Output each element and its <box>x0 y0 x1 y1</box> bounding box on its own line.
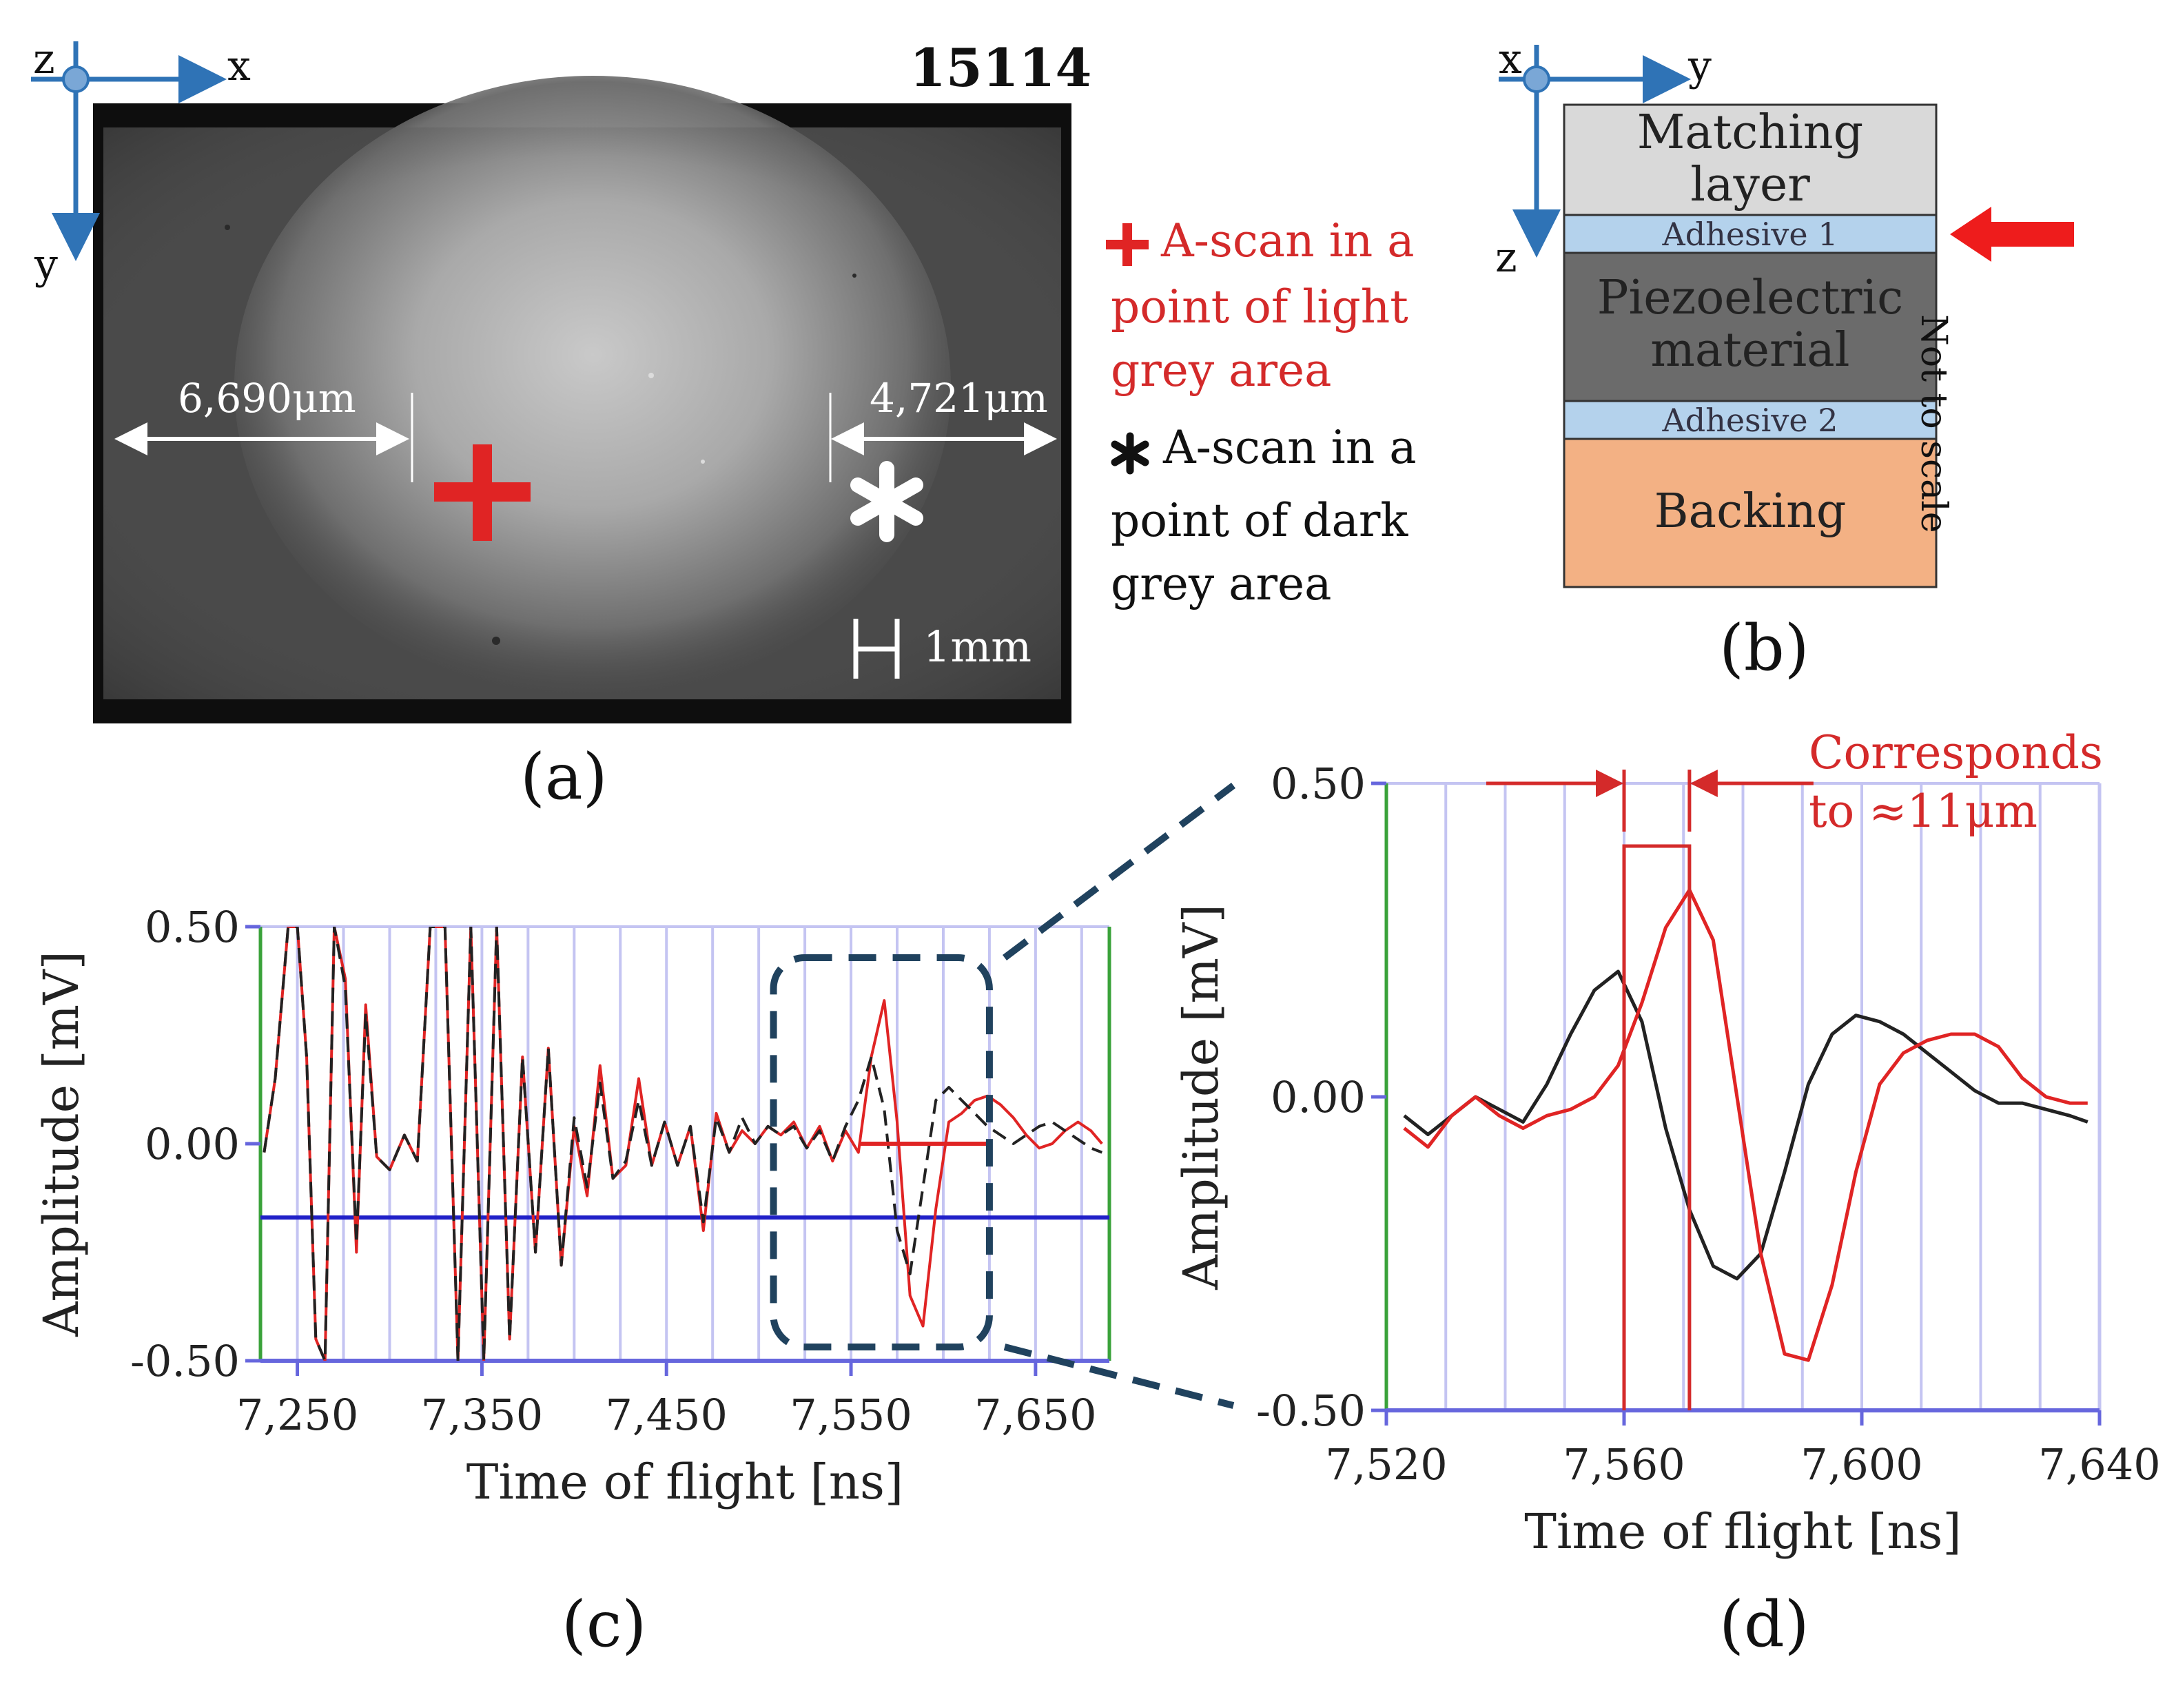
x-tick-label: 7,520 <box>1325 1439 1448 1490</box>
backing-layer <box>1563 438 1938 588</box>
axis-label-y: y <box>34 240 58 289</box>
piezo-label-2: material <box>1650 323 1850 378</box>
scale-bar-label: 1mm <box>923 621 1032 672</box>
x-tick-label: 7,650 <box>974 1390 1097 1440</box>
zoom-box <box>770 954 993 1350</box>
x-axis-label: Time of flight [ns] <box>1524 1503 1961 1560</box>
time-window <box>1622 844 1692 1410</box>
plus-marker <box>434 444 531 541</box>
chart-c: 0.50 0.00 -0.507,250 7,350 7,450 7,550 7,650 Ti… <box>33 902 1111 1510</box>
axis-label-x: x <box>227 42 251 90</box>
x-tick-label: 7,350 <box>421 1390 544 1440</box>
x-tick-label: 7,640 <box>2038 1439 2161 1490</box>
panel-a <box>31 41 1149 723</box>
asterisk-marker <box>850 461 923 542</box>
x-tick-label: 7,600 <box>1800 1439 1923 1490</box>
y-tick-label: 0.00 <box>145 1119 240 1169</box>
axis-label-z: z <box>33 35 55 83</box>
x-tick-label: 7,560 <box>1563 1439 1685 1490</box>
legend-dark-line-1: A-scan in a <box>1163 421 1417 474</box>
panel-d-label: (d) <box>1719 1587 1809 1661</box>
piezo-layer-label: Piezoelectric material <box>1564 271 1936 378</box>
panel-c-label: (c) <box>562 1587 647 1661</box>
matching-layer-label: Matching layer <box>1564 105 1936 213</box>
y-tick-label: -0.50 <box>130 1336 240 1386</box>
legend-light-line-1: A-scan in a <box>1161 214 1415 267</box>
backing-layer-label: Backing <box>1654 484 1847 539</box>
plot-area <box>260 927 1109 1361</box>
not-to-scale-note: Not to scale <box>1912 314 1954 533</box>
y-axis-label: Amplitude [mV] <box>33 951 90 1337</box>
legend-dark-line-3: grey area <box>1111 557 1332 610</box>
axis-label-y-b: y <box>1688 42 1712 90</box>
panel-a-label: (a) <box>520 740 608 814</box>
piezo-label-1: Piezoelectric <box>1597 271 1904 325</box>
annotation-line-1: Corresponds <box>1809 726 2103 779</box>
z-axis-point <box>62 65 90 93</box>
y-tick-label: 0.50 <box>1271 759 1366 809</box>
y-tick-label: 0.00 <box>1271 1072 1366 1122</box>
adhesive-1-label: Adhesive 1 <box>1662 216 1838 253</box>
dim-left-label: 6,690μm <box>178 375 356 422</box>
y-tick-label: 0.50 <box>145 902 240 952</box>
x-tick-label: 7,250 <box>236 1390 359 1440</box>
series-line-light-grey-area <box>1403 888 2088 1362</box>
x-axis-point-b <box>1523 65 1550 93</box>
dim-right-label: 4,721μm <box>870 375 1048 422</box>
legend-light-line-3: grey area <box>1111 344 1332 397</box>
scan-vignette <box>103 127 1061 699</box>
scale-bar <box>853 619 900 679</box>
adhesive-1-layer <box>1563 214 1938 254</box>
xy-axes <box>31 41 227 261</box>
matching-label-2: layer <box>1690 158 1810 213</box>
panel-b <box>1499 45 2074 588</box>
series-line-dark-grey-area <box>263 927 1103 1361</box>
x-tick-label: 7,550 <box>790 1390 912 1440</box>
x-axis-label: Time of flight [ns] <box>466 1454 903 1510</box>
legend-dark-line-2: point of dark <box>1111 494 1408 547</box>
adhesive-arrow <box>1950 207 2074 262</box>
axis-label-z-b: z <box>1495 234 1517 282</box>
series-line-dark-grey-area <box>1403 969 2088 1281</box>
y-tick-label: -0.50 <box>1256 1386 1366 1436</box>
legend-light-line-2: point of light <box>1111 280 1408 333</box>
plot-area <box>1403 888 2088 1362</box>
matching-label-1: Matching <box>1636 105 1864 160</box>
legend-asterisk-icon <box>1111 432 1149 475</box>
zoom-connector-top <box>1002 783 1236 960</box>
chart-d: 0.50 0.00 -0.507,520 7,560 7,600 7,640 Time of… <box>1173 759 2161 1560</box>
y-axis-label: Amplitude [mV] <box>1173 904 1229 1290</box>
layer-stack <box>1563 103 1938 588</box>
zoom-connector-bottom <box>1003 1344 1235 1409</box>
x-tick-label: 7,450 <box>605 1390 728 1440</box>
adhesive-2-label: Adhesive 2 <box>1662 402 1838 439</box>
axis-label-x-b: x <box>1499 35 1522 83</box>
matching-layer <box>1563 103 1938 216</box>
annotation-line-2: to ≈11μm <box>1809 785 2038 838</box>
sample-id: 15114 <box>910 37 1092 99</box>
panel-b-label: (b) <box>1719 611 1809 685</box>
legend-plus-icon <box>1106 223 1149 266</box>
